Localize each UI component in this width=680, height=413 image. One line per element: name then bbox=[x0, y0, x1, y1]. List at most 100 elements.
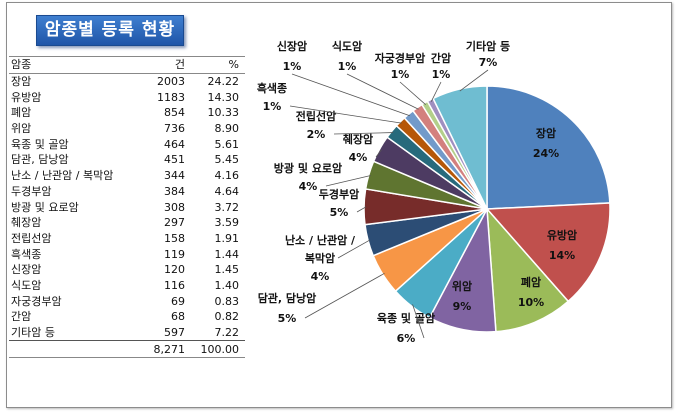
slice-label-name: 흑색종 bbox=[257, 81, 287, 95]
row-count: 116 bbox=[164, 278, 185, 292]
leader-line bbox=[346, 73, 419, 110]
slice-label-value: 4% bbox=[299, 180, 318, 193]
pie-slice bbox=[486, 206, 570, 333]
row-type: 위암 bbox=[11, 122, 32, 136]
slice-label-name: 기타암 등 bbox=[466, 39, 510, 53]
slice-label-name: 유방암 bbox=[547, 228, 577, 242]
leader-line bbox=[304, 272, 385, 319]
table-row: 전립선암 158 1.91 bbox=[9, 231, 245, 247]
slice-label-value: 4% bbox=[349, 151, 368, 164]
slice-label-name: 방광 및 요로암 bbox=[274, 161, 342, 175]
leader-line bbox=[412, 304, 425, 339]
slice-label-value: 4% bbox=[311, 270, 330, 283]
row-type: 난소 / 난관암 / 복막암 bbox=[11, 169, 114, 183]
table-row: 유방암 1183 14.30 bbox=[9, 89, 245, 105]
row-percent: 3.59 bbox=[214, 216, 240, 230]
table-row: 육종 및 골암 464 5.61 bbox=[9, 136, 245, 152]
leader-line bbox=[459, 69, 489, 92]
row-type: 장암 bbox=[11, 75, 32, 89]
slice-label-name: 폐암 bbox=[521, 275, 541, 289]
slice-label-value: 1% bbox=[391, 68, 410, 81]
row-percent: 5.61 bbox=[214, 137, 240, 151]
table-row: 신장암 120 1.45 bbox=[9, 262, 245, 278]
row-type: 췌장암 bbox=[11, 216, 42, 230]
row-percent: 4.16 bbox=[214, 169, 240, 183]
row-count: 344 bbox=[164, 169, 185, 183]
table-row: 방광 및 요로암 308 3.72 bbox=[9, 199, 245, 215]
row-type: 신장암 bbox=[11, 263, 42, 277]
slice-label-name: 담관, 담낭암 bbox=[258, 291, 317, 305]
total-count: 8,271 bbox=[123, 340, 187, 359]
table-row: 난소 / 난관암 / 복막암 344 4.16 bbox=[9, 168, 245, 184]
row-count: 597 bbox=[164, 326, 185, 340]
leader-line bbox=[356, 206, 367, 213]
row-type: 자궁경부암 bbox=[11, 294, 62, 308]
row-count: 158 bbox=[164, 231, 185, 245]
header-type: 암종 bbox=[9, 56, 123, 74]
row-percent: 14.30 bbox=[207, 90, 240, 104]
row-count: 297 bbox=[164, 216, 185, 230]
row-percent: 0.82 bbox=[214, 310, 240, 324]
row-percent: 8.90 bbox=[214, 122, 240, 136]
page-title: 암종별 등록 현황 bbox=[36, 15, 184, 46]
table-row: 두경부암 384 4.64 bbox=[9, 184, 245, 200]
row-count: 451 bbox=[164, 153, 185, 167]
row-count: 68 bbox=[171, 310, 185, 324]
table-row: 간암 68 0.82 bbox=[9, 309, 245, 325]
slice-label-value: 1% bbox=[338, 60, 357, 73]
table-header: 암종 건 % bbox=[9, 56, 245, 74]
row-type: 전립선암 bbox=[11, 231, 52, 245]
pie-slice bbox=[486, 85, 611, 210]
slice-label-value: 14% bbox=[549, 249, 575, 262]
leader-line bbox=[337, 239, 371, 259]
table-row: 식도암 116 1.40 bbox=[9, 278, 245, 294]
slice-label-value: 9% bbox=[453, 300, 472, 313]
slice-label-value: 10% bbox=[518, 296, 544, 309]
chart-frame bbox=[6, 2, 672, 408]
table-row: 위암 736 8.90 bbox=[9, 121, 245, 137]
row-percent: 3.72 bbox=[214, 200, 240, 214]
row-count: 464 bbox=[164, 137, 185, 151]
row-type: 간암 bbox=[11, 310, 32, 324]
slice-label-name: 자궁경부암 bbox=[375, 51, 426, 65]
slice-label-name: 복막암 bbox=[305, 251, 335, 265]
table-row: 폐암 854 10.33 bbox=[9, 105, 245, 121]
slice-label-value: 24% bbox=[533, 147, 559, 160]
table-row: 췌장암 297 3.59 bbox=[9, 215, 245, 231]
table-total-row: 8,271 100.00 bbox=[9, 340, 245, 359]
leader-line bbox=[430, 81, 442, 102]
leader-line bbox=[291, 73, 410, 117]
row-percent: 4.64 bbox=[214, 184, 240, 198]
row-count: 1183 bbox=[157, 90, 185, 104]
slice-label-value: 1% bbox=[432, 68, 451, 81]
pie-slice bbox=[485, 202, 611, 303]
slice-label-name: 난소 / 난관암 / bbox=[285, 233, 356, 247]
row-type: 유방암 bbox=[11, 90, 42, 104]
slice-label-name: 위암 bbox=[452, 280, 472, 293]
slice-label-value: 1% bbox=[263, 100, 282, 113]
row-percent: 5.45 bbox=[214, 153, 240, 167]
row-type: 식도암 bbox=[11, 278, 42, 292]
leader-line bbox=[325, 175, 371, 187]
slice-label-name: 췌장암 bbox=[343, 132, 373, 146]
row-count: 308 bbox=[164, 200, 185, 214]
slice-label-value: 1% bbox=[283, 60, 302, 73]
row-type: 흑색종 bbox=[11, 247, 42, 261]
row-type: 폐암 bbox=[11, 106, 32, 120]
slice-label-value: 6% bbox=[397, 332, 416, 345]
header-percent: % bbox=[187, 56, 245, 74]
row-count: 119 bbox=[164, 247, 185, 261]
row-type: 방광 및 요로암 bbox=[11, 200, 79, 214]
row-count: 736 bbox=[164, 122, 185, 136]
slice-label-name: 신장암 bbox=[277, 39, 307, 53]
table-row: 흑색종 119 1.44 bbox=[9, 246, 245, 262]
row-percent: 0.83 bbox=[214, 294, 240, 308]
row-percent: 1.45 bbox=[214, 263, 240, 277]
leader-line bbox=[375, 149, 382, 158]
row-type: 기타암 등 bbox=[11, 326, 55, 340]
slice-label-name: 식도암 bbox=[332, 39, 362, 53]
slice-label-value: 5% bbox=[330, 206, 349, 219]
row-percent: 10.33 bbox=[207, 106, 240, 120]
row-percent: 1.44 bbox=[214, 247, 240, 261]
row-type: 육종 및 골암 bbox=[11, 137, 69, 151]
